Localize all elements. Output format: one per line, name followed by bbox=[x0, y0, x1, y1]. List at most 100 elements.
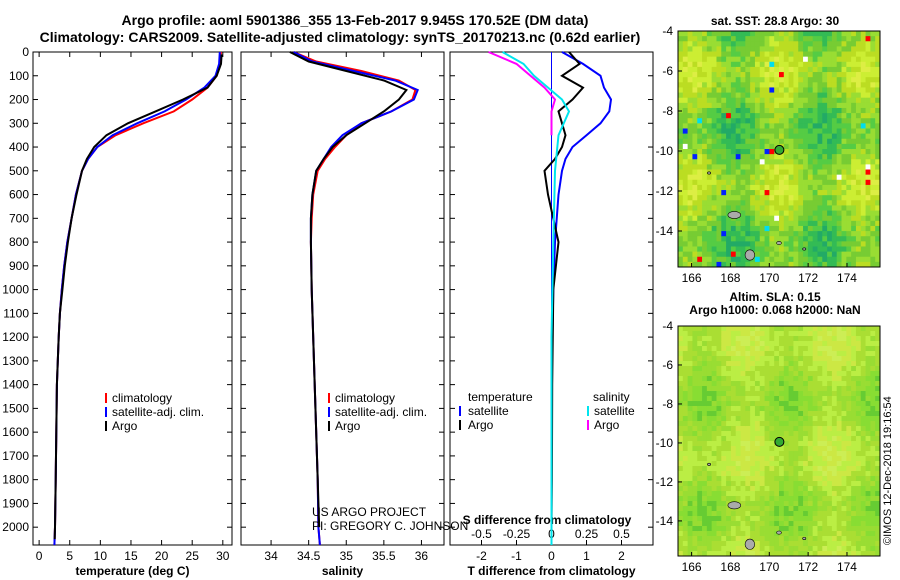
map-cell bbox=[836, 51, 842, 58]
map-cell bbox=[779, 346, 785, 352]
map-cell bbox=[841, 61, 847, 68]
map-cell bbox=[750, 210, 756, 217]
map-cell bbox=[682, 521, 689, 527]
map-cell bbox=[759, 138, 765, 145]
map-cell bbox=[711, 72, 717, 78]
map-cell bbox=[711, 195, 717, 201]
map-cell bbox=[754, 366, 761, 372]
map-cell bbox=[711, 391, 717, 397]
map-cell bbox=[836, 56, 842, 63]
map-cell bbox=[788, 36, 794, 42]
map-cell bbox=[865, 210, 871, 217]
map-cell bbox=[860, 401, 866, 407]
map-cell bbox=[716, 421, 722, 427]
map-cell bbox=[774, 72, 780, 78]
map-cell bbox=[779, 179, 785, 186]
map-cell bbox=[730, 149, 737, 155]
map-cell bbox=[750, 526, 756, 532]
salinity-panel: 34 34.5 35 35.5 36salinityclimatologysatelli… bbox=[240, 51, 445, 578]
island-shape bbox=[727, 501, 742, 510]
map-cell bbox=[846, 406, 852, 412]
map-cell bbox=[817, 159, 823, 165]
map-cell bbox=[865, 406, 871, 412]
map-cell bbox=[754, 421, 761, 427]
map-cell bbox=[807, 541, 814, 547]
map-cell bbox=[764, 541, 770, 547]
map-cell bbox=[711, 441, 717, 447]
map-cell bbox=[750, 107, 756, 114]
map-cell bbox=[798, 326, 804, 332]
map-cell bbox=[721, 526, 727, 532]
y-tick-label: -6 bbox=[662, 64, 673, 78]
map-cell bbox=[841, 461, 847, 467]
map-cell bbox=[697, 154, 703, 160]
map-cell bbox=[774, 225, 780, 232]
x-tick-label: 1 bbox=[583, 549, 590, 563]
map-cell bbox=[764, 241, 770, 247]
map-cell bbox=[735, 386, 741, 392]
map-cell bbox=[754, 386, 761, 392]
map-cell bbox=[855, 143, 862, 150]
map-cell bbox=[841, 149, 847, 155]
map-cell bbox=[702, 411, 708, 417]
map-cell bbox=[754, 516, 761, 522]
map-cell bbox=[721, 87, 727, 93]
map-cell bbox=[788, 356, 794, 362]
x-tick-label: 10 bbox=[94, 549, 108, 563]
map-cell bbox=[822, 536, 828, 542]
map-cell bbox=[817, 326, 823, 332]
map-cell bbox=[702, 118, 708, 124]
map-cell bbox=[841, 123, 847, 129]
legend-label: Argo bbox=[594, 418, 620, 432]
map-cell bbox=[764, 133, 770, 140]
map-cell bbox=[783, 66, 790, 73]
map-cell bbox=[721, 46, 727, 52]
map-cell bbox=[855, 61, 862, 68]
map-cell bbox=[759, 466, 765, 472]
map-cell bbox=[730, 123, 737, 129]
map-cell bbox=[740, 246, 746, 253]
map-cell bbox=[783, 421, 790, 427]
island-shape bbox=[744, 249, 755, 261]
x-tick-label: 174 bbox=[837, 560, 857, 574]
map-cell bbox=[682, 506, 689, 512]
map-cell bbox=[851, 401, 857, 407]
map-cell bbox=[798, 179, 804, 186]
map-cell bbox=[730, 486, 737, 492]
map-cell bbox=[750, 118, 756, 124]
x-tick-label: 170 bbox=[759, 560, 779, 574]
map-cell bbox=[798, 406, 804, 412]
map-cell bbox=[702, 61, 708, 68]
map-cell bbox=[779, 506, 785, 512]
map-cell bbox=[875, 164, 881, 170]
map-cell bbox=[812, 441, 818, 447]
map-cell bbox=[682, 56, 689, 63]
map-cell bbox=[730, 516, 737, 522]
map-cell bbox=[822, 391, 828, 397]
map-cell bbox=[678, 231, 684, 237]
map-cell bbox=[846, 326, 852, 332]
map-cell bbox=[706, 220, 713, 227]
map-cell bbox=[783, 336, 790, 342]
map-cell bbox=[759, 241, 765, 247]
map-cell bbox=[841, 506, 847, 512]
map-cell bbox=[822, 174, 828, 181]
map-cell bbox=[716, 376, 722, 382]
map-cell bbox=[860, 461, 866, 467]
map-cell bbox=[798, 331, 804, 337]
map-cell bbox=[798, 401, 804, 407]
map-cell bbox=[855, 123, 862, 129]
map-cell bbox=[841, 381, 847, 387]
map-cell bbox=[841, 174, 847, 181]
map-cell bbox=[769, 56, 775, 63]
map-cell bbox=[711, 401, 717, 407]
map-cell bbox=[759, 72, 765, 78]
map-cell bbox=[735, 421, 741, 427]
map-cell bbox=[726, 102, 732, 109]
map-cell bbox=[711, 46, 717, 52]
map-cell bbox=[841, 97, 847, 104]
map-cell bbox=[735, 220, 741, 227]
map-cell bbox=[817, 486, 823, 492]
map-cell bbox=[687, 41, 693, 47]
